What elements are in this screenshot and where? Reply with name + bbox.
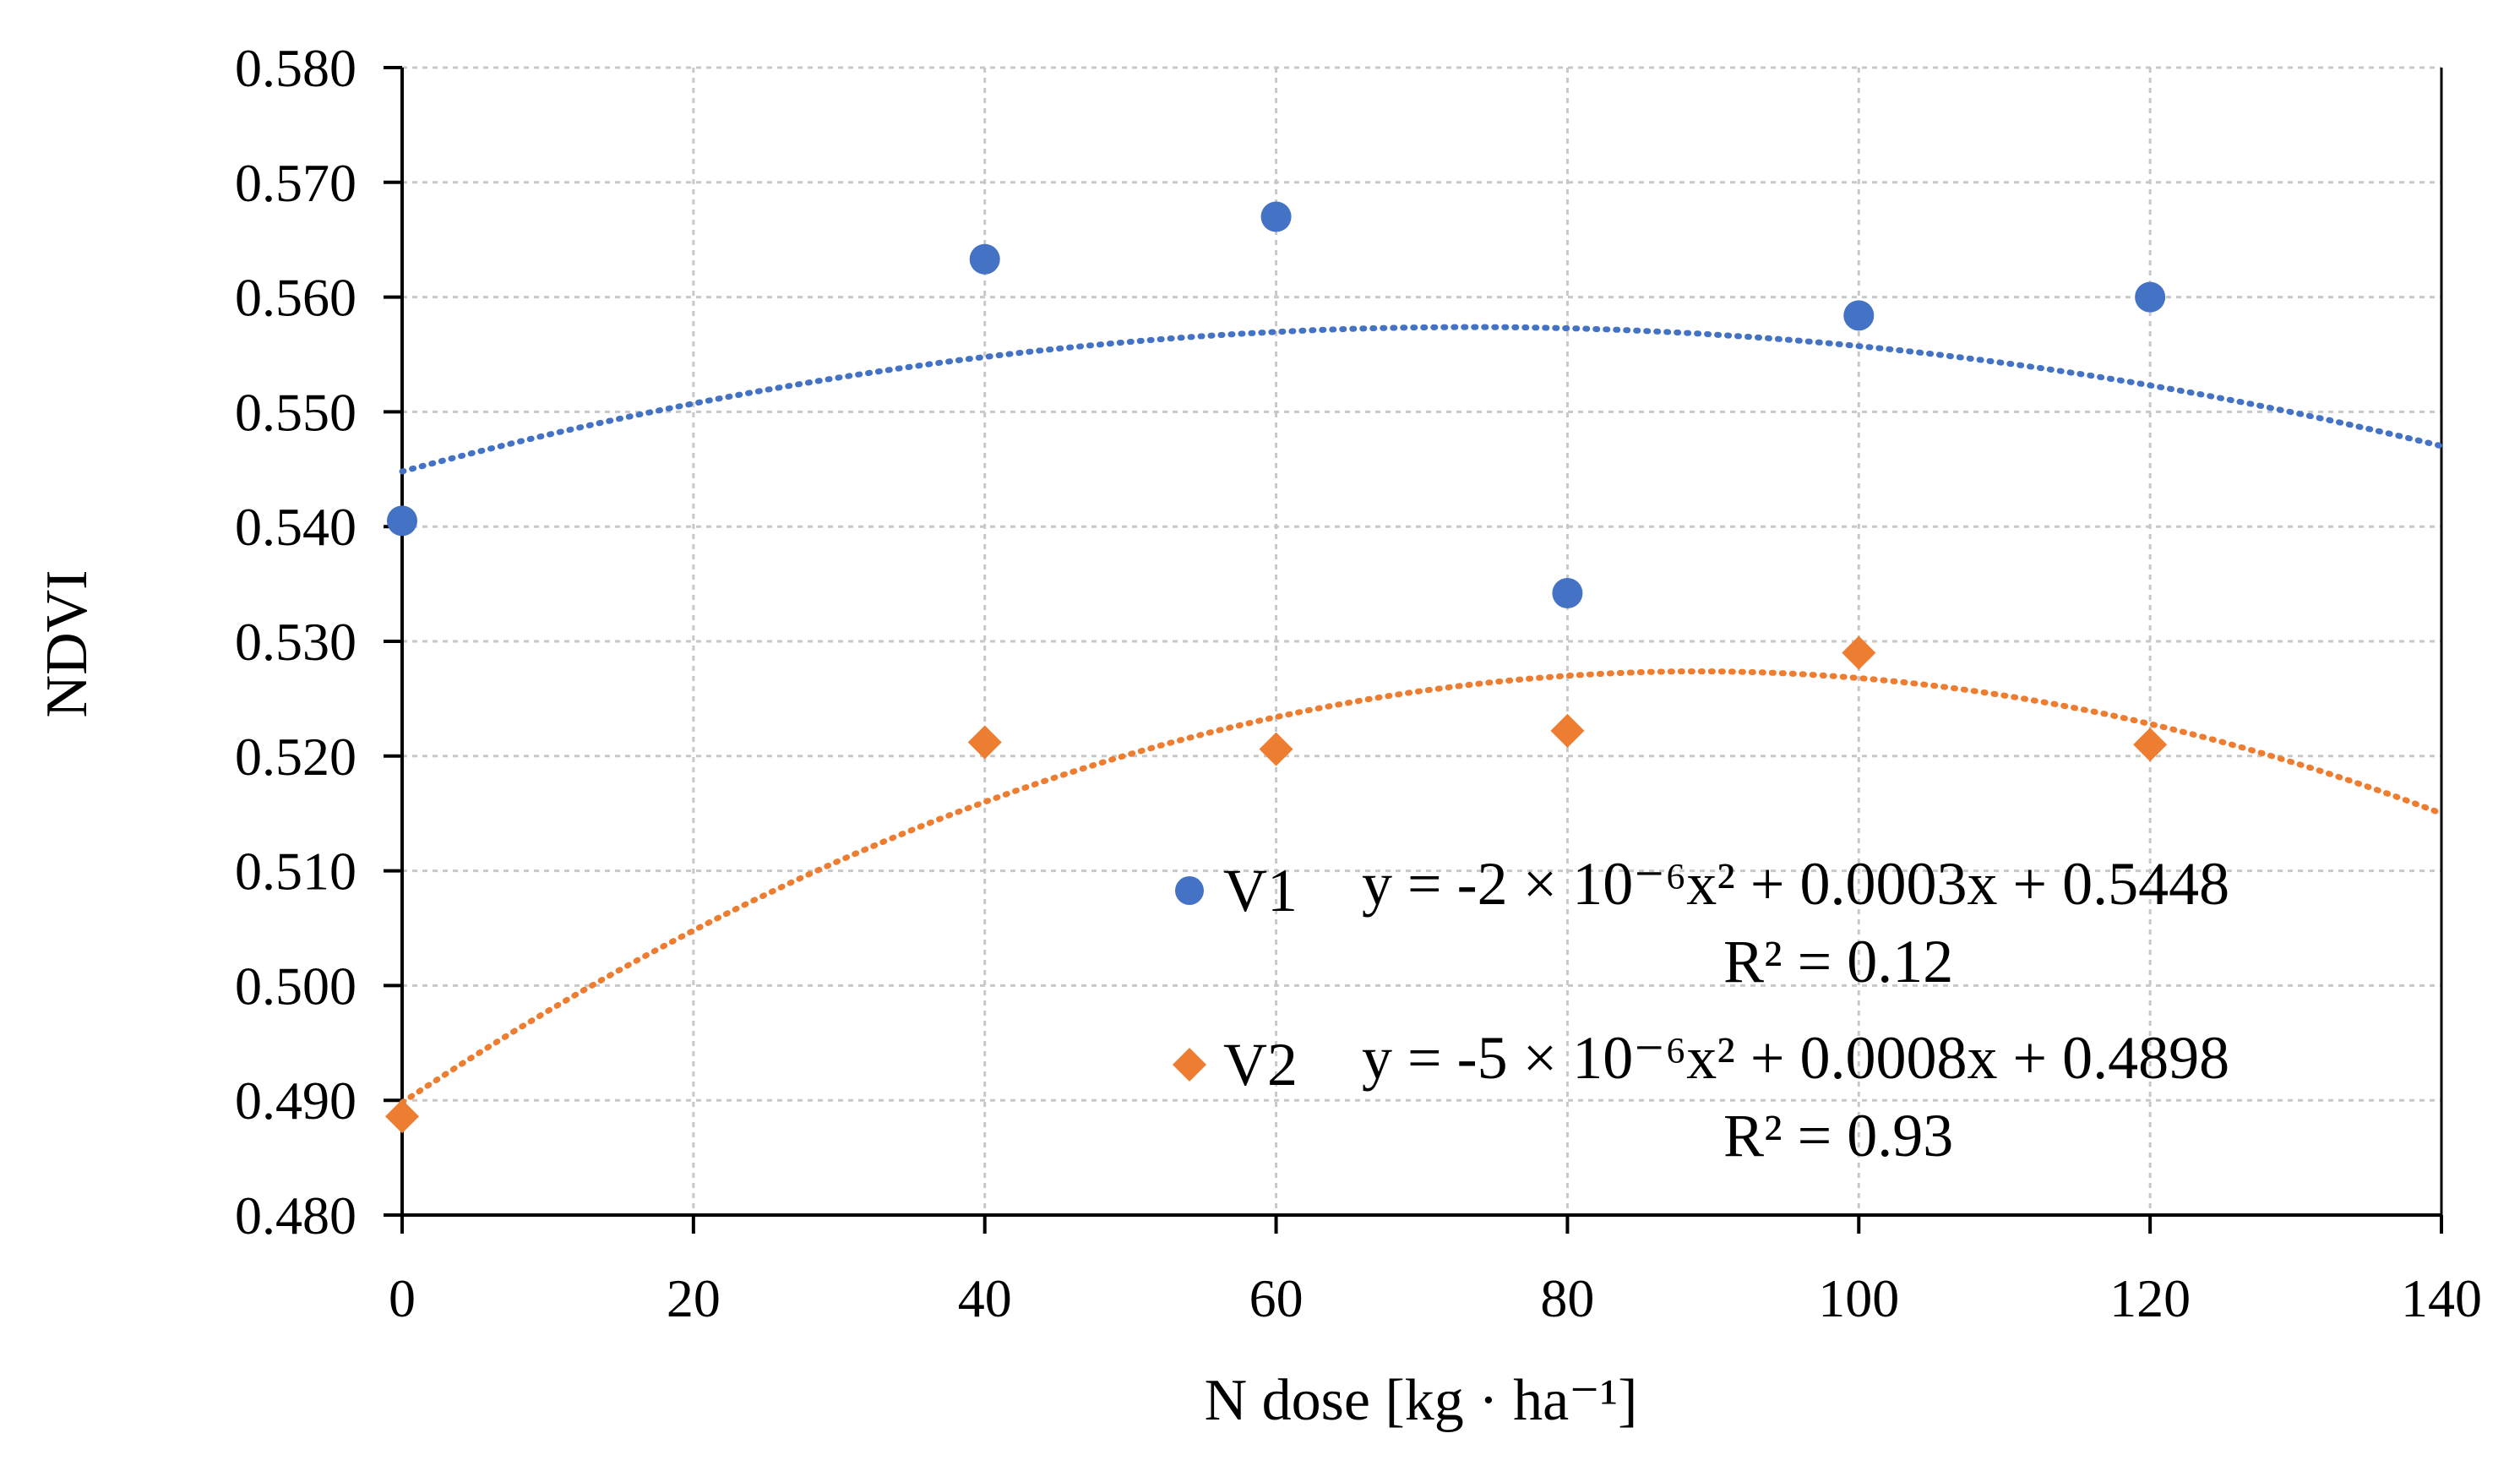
legend-label-v1: V1	[1223, 857, 1298, 924]
trendlines	[399, 324, 2445, 1106]
data-points	[385, 201, 2168, 1134]
y-tick-label: 0.580	[235, 38, 357, 98]
legend-r2-v2: R² = 0.93	[1723, 1102, 1953, 1169]
tick-labels: 0.480 0.490 0.500 0.510 0.520 0.530 0.540 0.550…	[235, 38, 2482, 1328]
point-v2	[385, 1099, 419, 1134]
y-tick-label: 0.510	[235, 842, 357, 902]
point-v2	[967, 725, 1002, 760]
y-tick-label: 0.500	[235, 956, 357, 1016]
point-v1	[387, 505, 417, 537]
legend-marker-v2	[1173, 1048, 1206, 1082]
legend: V1 y = -2 × 10⁻⁶x² + 0.0003x + 0.5448 R²…	[1173, 850, 2229, 1169]
y-tick-label: 0.540	[235, 497, 357, 557]
trendline-v2	[399, 668, 2445, 1106]
legend-equation-v2: y = -5 × 10⁻⁶x² + 0.0008x + 0.4898	[1362, 1024, 2229, 1092]
x-tick-label: 100	[1818, 1268, 1899, 1328]
y-tick-label: 0.520	[235, 727, 357, 787]
legend-equation-v1: y = -2 × 10⁻⁶x² + 0.0003x + 0.5448	[1362, 850, 2229, 918]
point-v1	[2135, 281, 2166, 313]
y-tick-label: 0.550	[235, 382, 357, 442]
legend-r2-v1: R² = 0.12	[1723, 928, 1953, 995]
legend-item-v2: V2 y = -5 × 10⁻⁶x² + 0.0008x + 0.4898 R²…	[1173, 1024, 2229, 1169]
x-tick-label: 60	[1249, 1268, 1304, 1328]
y-axis-title: NDVI	[35, 570, 100, 718]
y-tick-label: 0.480	[235, 1185, 357, 1245]
point-v2	[1842, 635, 1876, 670]
x-tick-label: 120	[2109, 1268, 2191, 1328]
point-v1	[1843, 300, 1875, 331]
x-tick-label: 0	[389, 1268, 416, 1328]
legend-marker-v1	[1175, 876, 1204, 905]
point-v1	[969, 243, 1000, 275]
point-v1	[1552, 577, 1583, 608]
axes	[384, 66, 2443, 1234]
x-tick-label: 40	[958, 1268, 1012, 1328]
legend-item-v1: V1 y = -2 × 10⁻⁶x² + 0.0003x + 0.5448 R²…	[1175, 850, 2229, 995]
x-axis-title: N dose [kg · ha⁻¹]	[1205, 1368, 1638, 1433]
point-v2	[1259, 732, 1293, 766]
x-tick-label: 140	[2401, 1268, 2482, 1328]
y-tick-label: 0.560	[235, 268, 357, 328]
legend-label-v2: V2	[1223, 1031, 1298, 1098]
point-v2	[1550, 713, 1585, 748]
y-tick-label: 0.530	[235, 612, 357, 672]
y-tick-label: 0.490	[235, 1071, 357, 1131]
x-tick-label: 80	[1540, 1268, 1594, 1328]
trendline-v1	[399, 324, 2445, 475]
x-tick-label: 20	[667, 1268, 721, 1328]
y-tick-label: 0.570	[235, 153, 357, 213]
point-v2	[2133, 728, 2168, 762]
point-v1	[1260, 201, 1292, 232]
